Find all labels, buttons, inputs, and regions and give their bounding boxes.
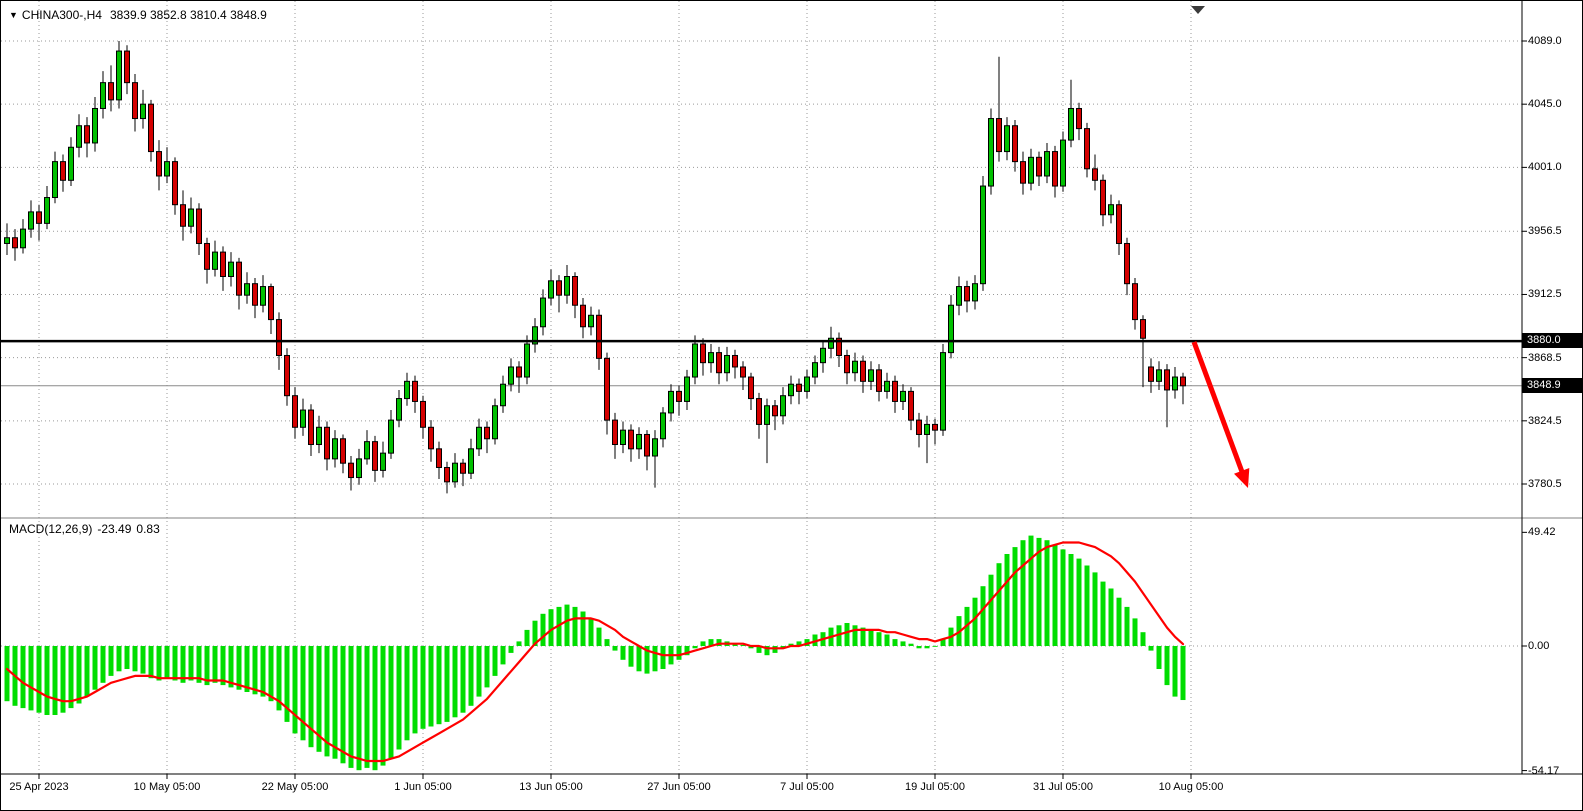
trend-arrow[interactable] bbox=[1191, 341, 1250, 488]
candles-layer bbox=[4, 41, 1186, 494]
macd-histogram bbox=[4, 535, 1186, 771]
macd-signal-line bbox=[5, 541, 1185, 763]
